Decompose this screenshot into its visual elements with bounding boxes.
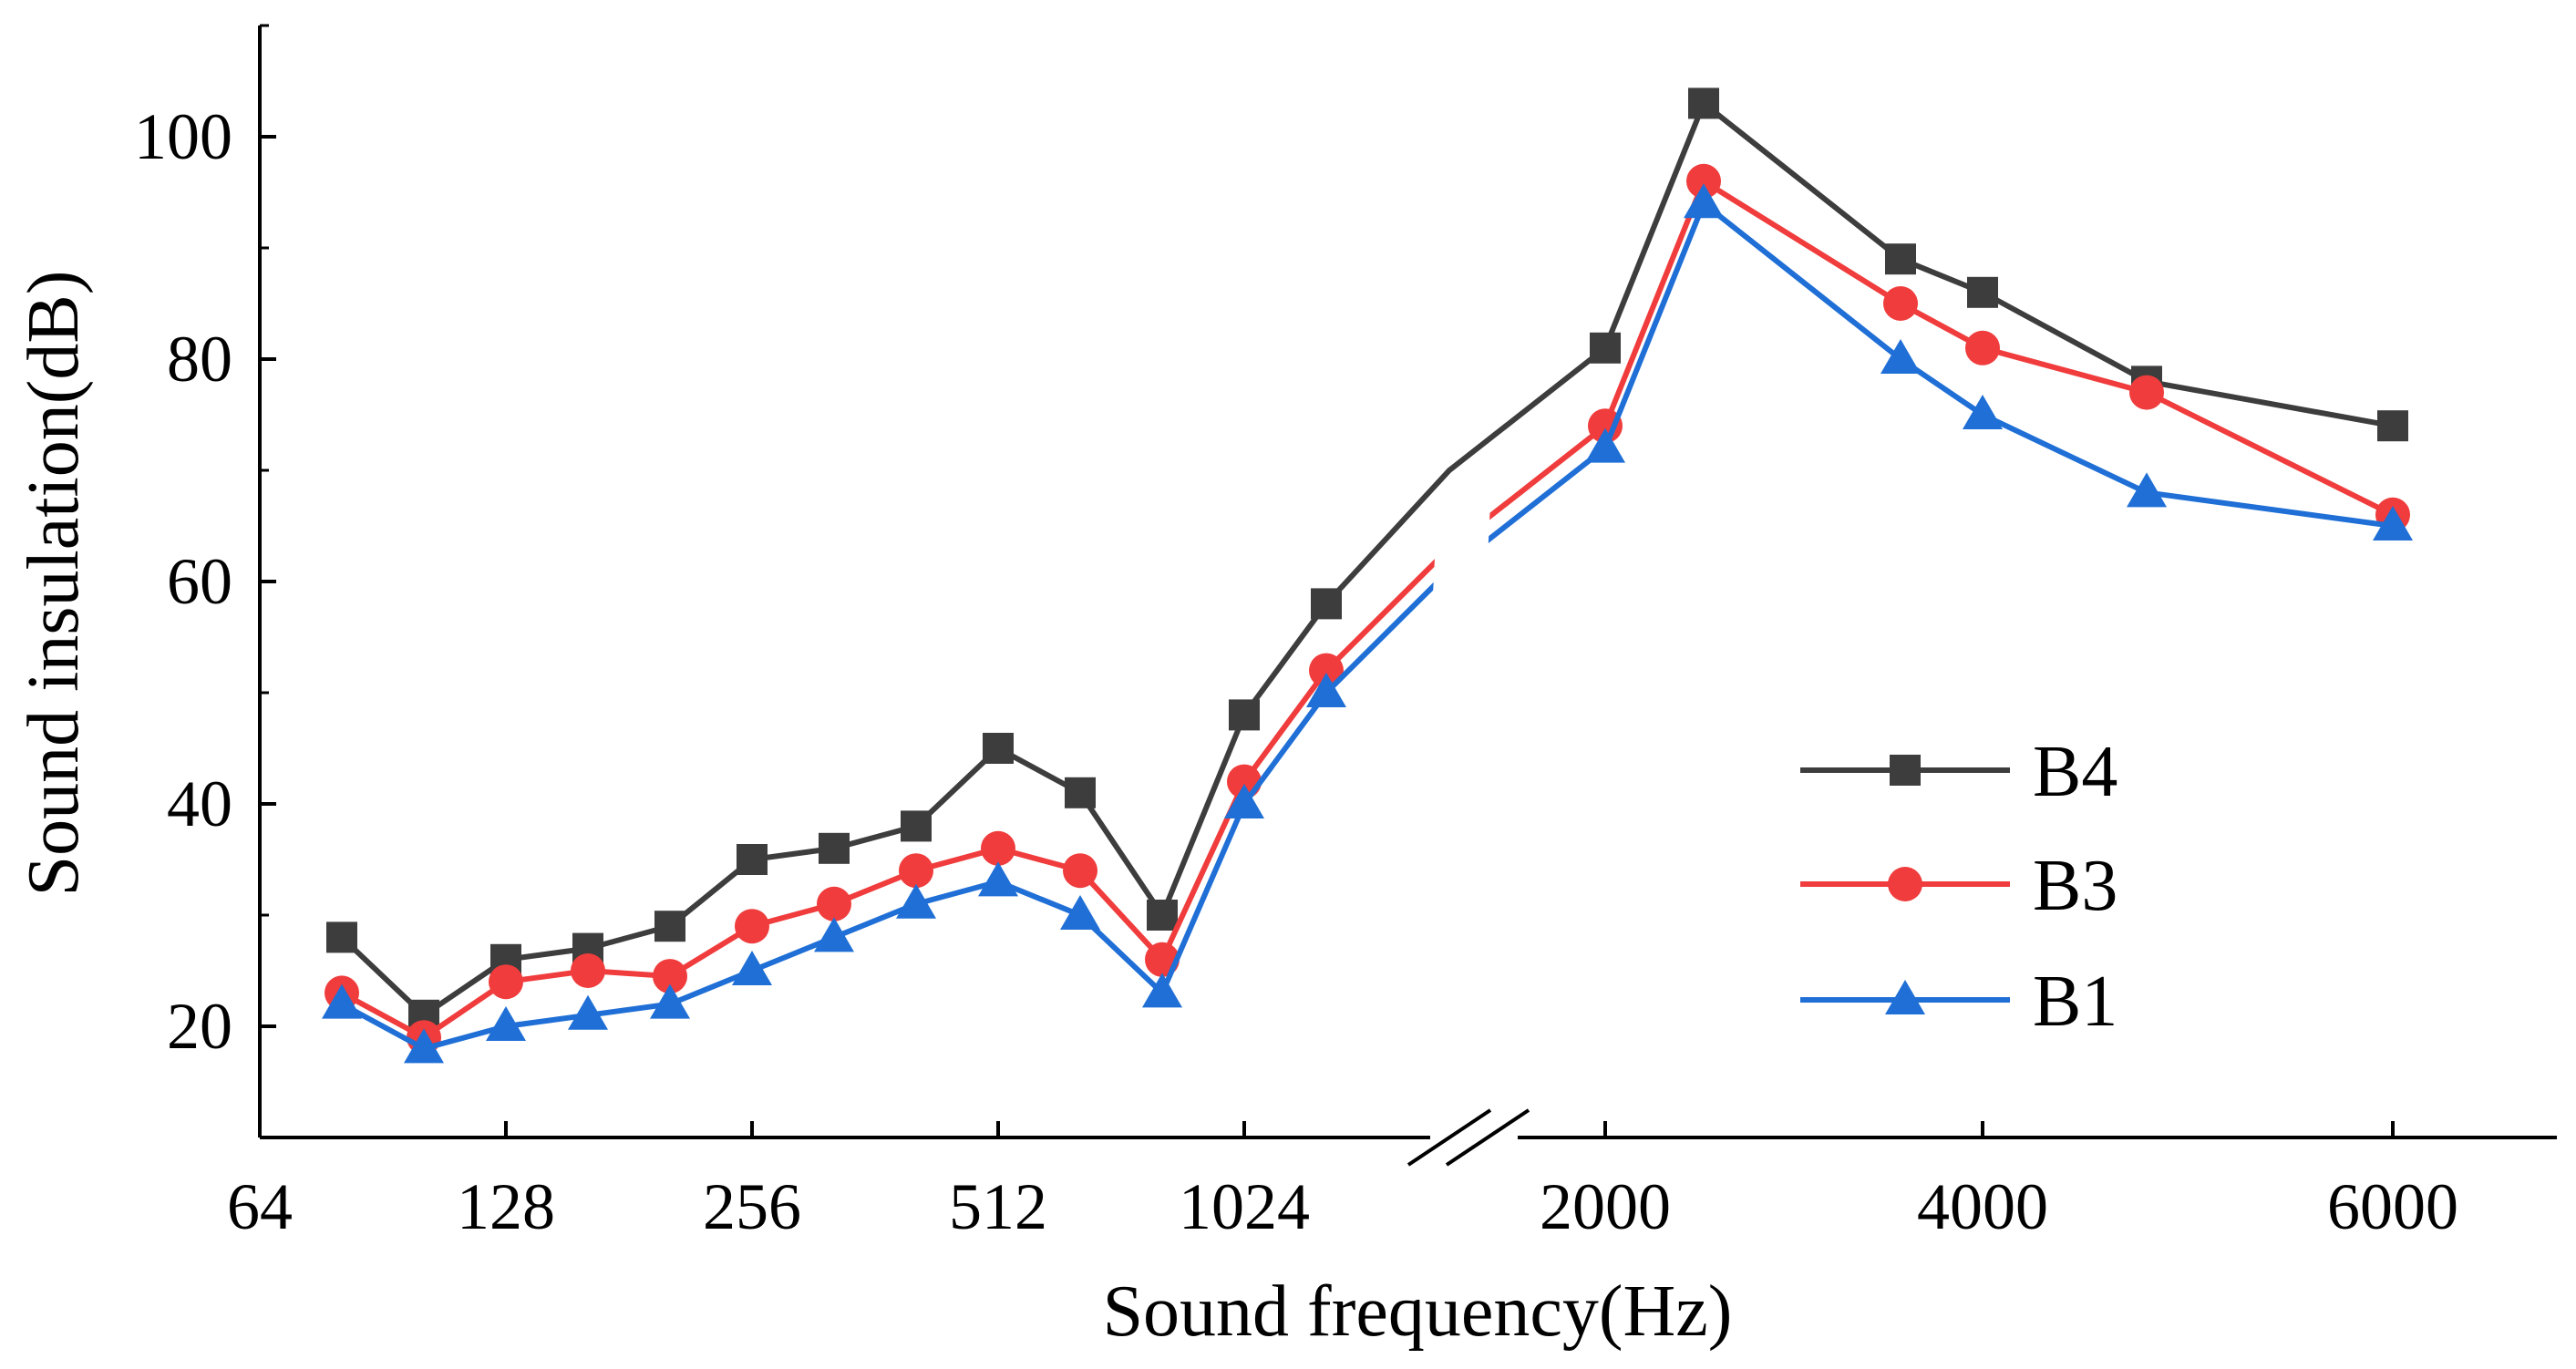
- legend-label: B3: [2033, 846, 2117, 926]
- data-point-b1: [1684, 183, 1724, 219]
- data-point-b3: [1588, 408, 1623, 444]
- data-point-b1: [486, 1006, 526, 1041]
- data-point-b1: [1963, 395, 2003, 429]
- data-point-b4: [1967, 276, 1998, 308]
- data-point-b1: [322, 983, 362, 1019]
- plot-break-gap: [1430, 503, 1490, 649]
- data-point-b4: [1229, 699, 1260, 731]
- data-point-b1: [1224, 784, 1264, 818]
- x-tick-label: 512: [949, 1170, 1047, 1243]
- legend-item-b4: B4: [1800, 732, 2117, 812]
- series-b1: [322, 183, 2413, 1064]
- data-point-b3: [2129, 375, 2164, 410]
- legend-marker-b4: [1890, 755, 1921, 786]
- data-point-b4: [1590, 332, 1621, 364]
- x-tick-label: 128: [457, 1170, 555, 1243]
- x-tick-label: 2000: [1540, 1170, 1671, 1243]
- data-point-b1: [732, 951, 772, 985]
- data-point-b4: [737, 844, 768, 875]
- data-point-b4: [983, 733, 1014, 764]
- data-point-b4: [1885, 243, 1916, 275]
- series-layer: [322, 87, 2413, 1064]
- y-tick-label: 40: [167, 767, 232, 840]
- data-point-b4: [901, 810, 932, 842]
- data-point-b4: [1311, 588, 1342, 620]
- data-point-b3: [735, 909, 769, 944]
- axis-break-gap: [1430, 1110, 1518, 1165]
- data-point-b1: [1880, 339, 1921, 374]
- y-ticks: 20 40 60 80 100: [134, 24, 276, 1139]
- data-point-b1: [650, 983, 690, 1019]
- data-point-b4: [326, 921, 357, 953]
- data-point-b3: [899, 853, 933, 889]
- data-point-b4: [654, 911, 685, 942]
- x-axis-title: Sound frequency(Hz): [1103, 1271, 1733, 1352]
- data-point-b1: [1060, 895, 1100, 930]
- axis-break-slash: [1445, 1108, 1530, 1167]
- data-point-b3: [817, 886, 851, 921]
- data-point-b3: [1965, 330, 2000, 365]
- series-line-b1: [340, 199, 2394, 1052]
- legend-label: B1: [2033, 962, 2117, 1042]
- data-point-b4: [819, 832, 850, 864]
- data-point-b3: [981, 830, 1015, 866]
- data-point-b3: [1686, 163, 1721, 199]
- x-tick-label: 4000: [1917, 1170, 2048, 1243]
- axis-break-marks: [1406, 1108, 1530, 1167]
- data-point-b4: [1147, 900, 1178, 931]
- data-point-b1: [404, 1028, 444, 1064]
- y-axis-title: Sound insulation(dB): [14, 271, 94, 897]
- data-point-b1: [2127, 472, 2167, 508]
- x-ticks: 64 128 256 512 1024 2000 4000 6000: [227, 1121, 2458, 1243]
- data-point-b3: [1309, 653, 1344, 688]
- x-tick-label: 256: [703, 1170, 801, 1243]
- series-b4: [326, 87, 2408, 1031]
- legend-marker-b3: [1888, 867, 1922, 901]
- data-point-b3: [653, 959, 687, 994]
- x-tick-label: 6000: [2327, 1170, 2458, 1243]
- data-point-b1: [814, 917, 854, 952]
- data-point-b1: [896, 883, 936, 919]
- legend-marker-b1: [1885, 980, 1925, 1014]
- data-point-b4: [2377, 410, 2408, 442]
- axis-break-slash: [1406, 1108, 1492, 1167]
- data-point-b3: [1063, 853, 1097, 889]
- data-point-b1: [568, 994, 608, 1030]
- y-tick-label: 20: [167, 990, 232, 1063]
- x-tick-label: 64: [227, 1170, 293, 1243]
- data-point-b1: [1585, 427, 1625, 463]
- y-tick-label: 100: [134, 100, 232, 173]
- data-point-b1: [978, 861, 1018, 897]
- data-point-b1: [2373, 506, 2413, 540]
- legend-item-b1: B1: [1800, 962, 2117, 1042]
- data-point-b1: [1142, 973, 1182, 1008]
- y-tick-label: 60: [167, 545, 232, 618]
- x-tick-label: 1024: [1179, 1170, 1310, 1243]
- data-point-b4: [1065, 777, 1096, 808]
- legend-label: B4: [2033, 732, 2117, 812]
- data-point-b3: [1883, 286, 1918, 321]
- data-point-b3: [571, 953, 605, 988]
- data-point-b3: [489, 964, 523, 1000]
- data-point-b4: [1688, 87, 1719, 119]
- legend-item-b3: B3: [1800, 846, 2117, 926]
- data-point-b1: [1306, 673, 1346, 707]
- legend: B4 B3 B1: [1800, 732, 2117, 1042]
- y-tick-label: 80: [167, 323, 232, 396]
- axes: 20 40 60 80 100 64 128 256 512 1024 2000 4000 6000: [134, 24, 2557, 1243]
